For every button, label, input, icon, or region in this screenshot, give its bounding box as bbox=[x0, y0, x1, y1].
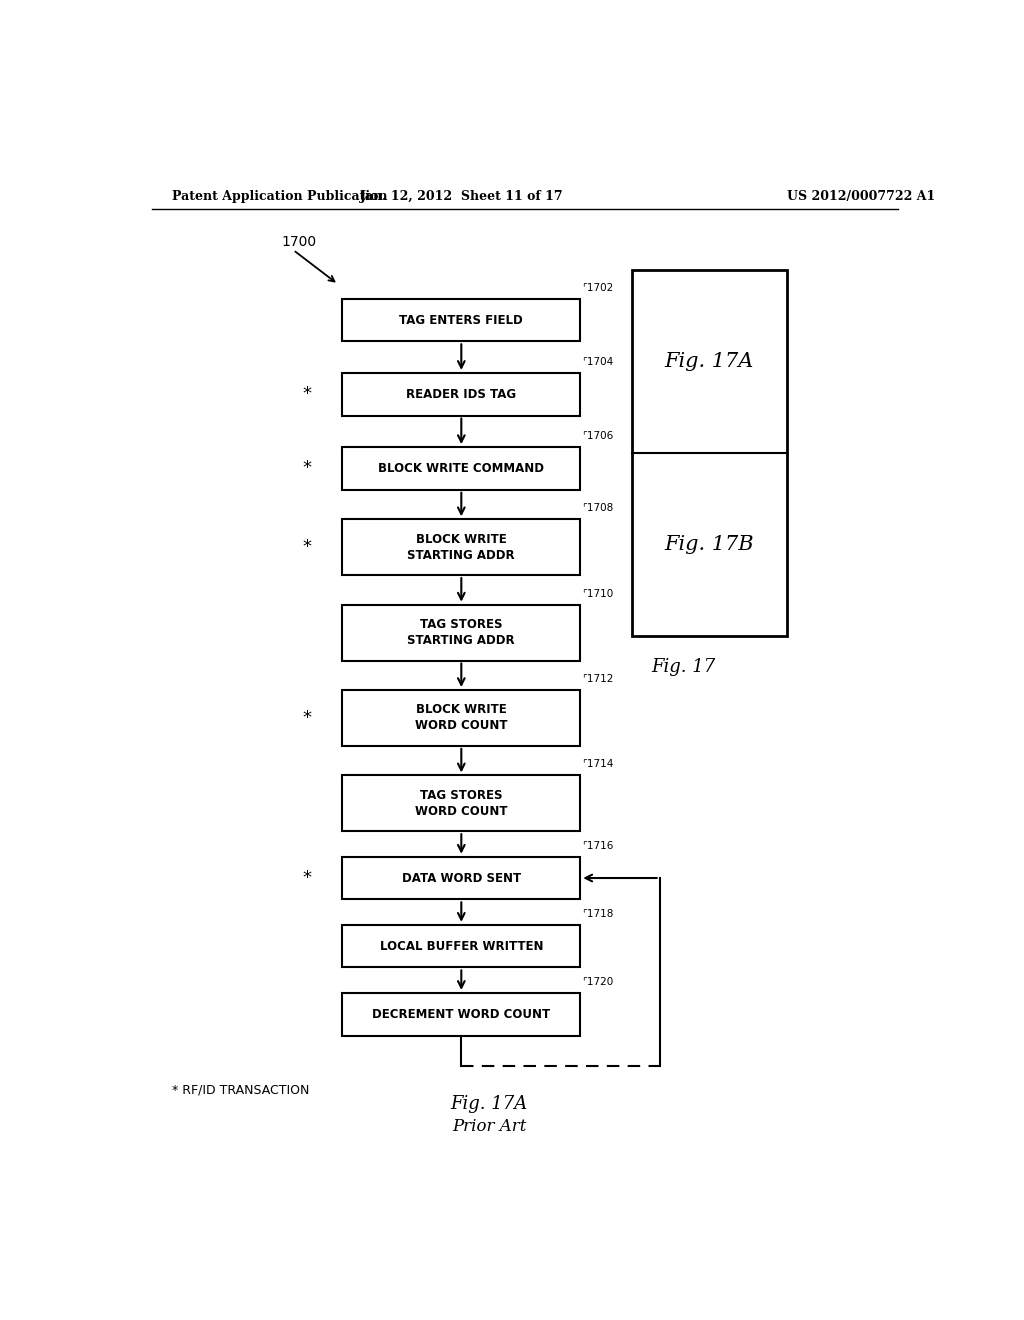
Text: ⌜1720: ⌜1720 bbox=[582, 977, 613, 987]
Text: Fig. 17A: Fig. 17A bbox=[451, 1094, 527, 1113]
Text: BLOCK WRITE
STARTING ADDR: BLOCK WRITE STARTING ADDR bbox=[408, 533, 515, 562]
Text: * RF/ID TRANSACTION: * RF/ID TRANSACTION bbox=[172, 1084, 309, 1097]
Bar bbox=[342, 298, 581, 342]
Text: DECREMENT WORD COUNT: DECREMENT WORD COUNT bbox=[373, 1007, 550, 1020]
Text: ⌜1706: ⌜1706 bbox=[582, 430, 613, 441]
Text: Fig. 17B: Fig. 17B bbox=[665, 535, 754, 554]
Text: ⌜1710: ⌜1710 bbox=[582, 589, 613, 598]
Text: Prior Art: Prior Art bbox=[452, 1118, 526, 1134]
Bar bbox=[342, 447, 581, 490]
Text: BLOCK WRITE COMMAND: BLOCK WRITE COMMAND bbox=[378, 462, 545, 475]
Text: BLOCK WRITE
WORD COUNT: BLOCK WRITE WORD COUNT bbox=[415, 704, 508, 733]
Bar bbox=[342, 993, 581, 1036]
Text: *: * bbox=[302, 459, 311, 478]
Text: ⌜1716: ⌜1716 bbox=[582, 841, 613, 850]
Text: Fig. 17A: Fig. 17A bbox=[665, 352, 754, 371]
Text: TAG ENTERS FIELD: TAG ENTERS FIELD bbox=[399, 314, 523, 326]
Bar bbox=[342, 857, 581, 899]
Text: Patent Application Publication: Patent Application Publication bbox=[172, 190, 387, 202]
Bar bbox=[342, 372, 581, 416]
Text: LOCAL BUFFER WRITTEN: LOCAL BUFFER WRITTEN bbox=[380, 940, 543, 953]
Bar bbox=[632, 271, 786, 636]
Text: US 2012/0007722 A1: US 2012/0007722 A1 bbox=[786, 190, 935, 202]
Text: 1700: 1700 bbox=[282, 235, 316, 248]
Bar bbox=[342, 775, 581, 832]
Text: Jan. 12, 2012  Sheet 11 of 17: Jan. 12, 2012 Sheet 11 of 17 bbox=[359, 190, 563, 202]
Text: TAG STORES
WORD COUNT: TAG STORES WORD COUNT bbox=[415, 789, 508, 818]
Text: ⌜1714: ⌜1714 bbox=[582, 759, 613, 770]
Text: *: * bbox=[302, 709, 311, 727]
Text: *: * bbox=[302, 539, 311, 556]
Bar bbox=[342, 519, 581, 576]
Text: ⌜1708: ⌜1708 bbox=[582, 503, 613, 513]
Text: ⌜1704: ⌜1704 bbox=[582, 356, 613, 367]
Text: ⌜1718: ⌜1718 bbox=[582, 908, 613, 919]
Bar bbox=[342, 605, 581, 660]
Text: ⌜1702: ⌜1702 bbox=[582, 282, 613, 293]
Text: READER IDS TAG: READER IDS TAG bbox=[407, 388, 516, 401]
Text: TAG STORES
STARTING ADDR: TAG STORES STARTING ADDR bbox=[408, 618, 515, 647]
Bar bbox=[342, 925, 581, 968]
Text: Fig. 17: Fig. 17 bbox=[652, 659, 716, 676]
Bar bbox=[342, 690, 581, 746]
Text: *: * bbox=[302, 869, 311, 887]
Text: *: * bbox=[302, 385, 311, 403]
Text: ⌜1712: ⌜1712 bbox=[582, 675, 613, 684]
Text: DATA WORD SENT: DATA WORD SENT bbox=[401, 871, 521, 884]
